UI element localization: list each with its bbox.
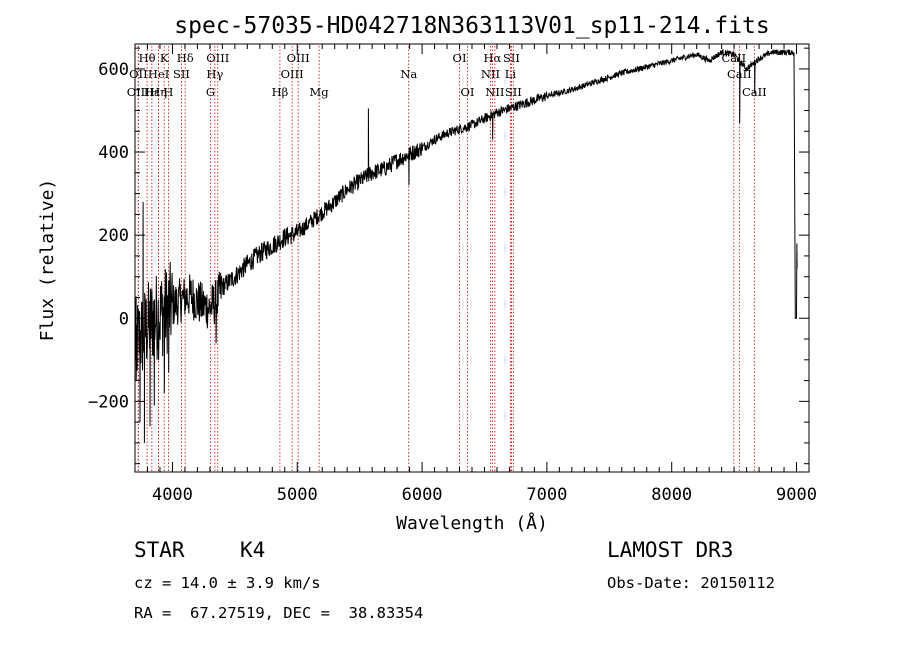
x-tick-label: 9000 (776, 485, 817, 505)
line-marker-label: Hθ (139, 51, 156, 65)
line-marker-label: OIII (281, 67, 304, 81)
line-marker-label: Hη (150, 85, 167, 99)
line-marker-label: SII (505, 85, 522, 99)
line-marker-label: Na (400, 67, 417, 81)
line-marker-label: G (206, 85, 215, 99)
x-axis-label: Wavelength (Å) (396, 512, 548, 534)
plot-frame (134, 43, 810, 473)
line-marker-label: Hβ (272, 85, 289, 99)
spectrum-series-line (134, 48, 798, 443)
line-marker-label: Hγ (206, 67, 223, 81)
survey-label: LAMOST DR3 (607, 538, 734, 562)
line-marker-label: OI (461, 85, 475, 99)
line-marker-label: NII (485, 85, 504, 99)
line-marker-label: K (160, 51, 169, 65)
chart-title: spec-57035-HD042718N363113V01_sp11-214.f… (174, 13, 769, 39)
line-marker-label: OIII (287, 51, 310, 65)
x-tick-label: 7000 (526, 485, 567, 505)
x-tick-label: 6000 (402, 485, 443, 505)
y-tick-label: 200 (98, 226, 129, 246)
line-marker-label: SII (503, 51, 520, 65)
line-marker-label: OI (453, 51, 467, 65)
x-tick-label: 5000 (277, 485, 318, 505)
y-tick-label: −200 (88, 392, 129, 412)
x-tick-label: 4000 (152, 485, 193, 505)
y-tick-label: 600 (98, 60, 129, 80)
line-marker-label: OIII (127, 85, 150, 99)
line-marker-label: Li (505, 67, 517, 81)
obs-date: Obs-Date: 20150112 (607, 574, 775, 592)
line-marker-label: SII (173, 67, 190, 81)
axis-ticks: 4000 5000 6000 7000 8000 9000 −200 0 200 400 600 (88, 44, 817, 505)
y-axis-label: Flux (relative) (37, 179, 58, 342)
line-marker-label: Hε (144, 85, 160, 99)
x-tick-label: 8000 (651, 485, 692, 505)
line-marker-label: Hα (483, 51, 501, 65)
object-subclass: K4 (240, 538, 266, 562)
y-tick-label: 400 (98, 143, 129, 163)
line-marker-label: H (163, 85, 173, 99)
line-marker-label: Mg (310, 85, 330, 99)
line-marker-label: Hδ (177, 51, 194, 65)
line-marker-label: OIII (206, 51, 229, 65)
ra-dec-coordinates: RA = 67.27519, DEC = 38.83354 (134, 604, 424, 622)
line-marker-label: NII (481, 67, 500, 81)
object-class: STAR (134, 538, 185, 562)
y-tick-label: 0 (119, 309, 129, 329)
redshift-cz: cz = 14.0 ± 3.9 km/s (134, 574, 321, 592)
